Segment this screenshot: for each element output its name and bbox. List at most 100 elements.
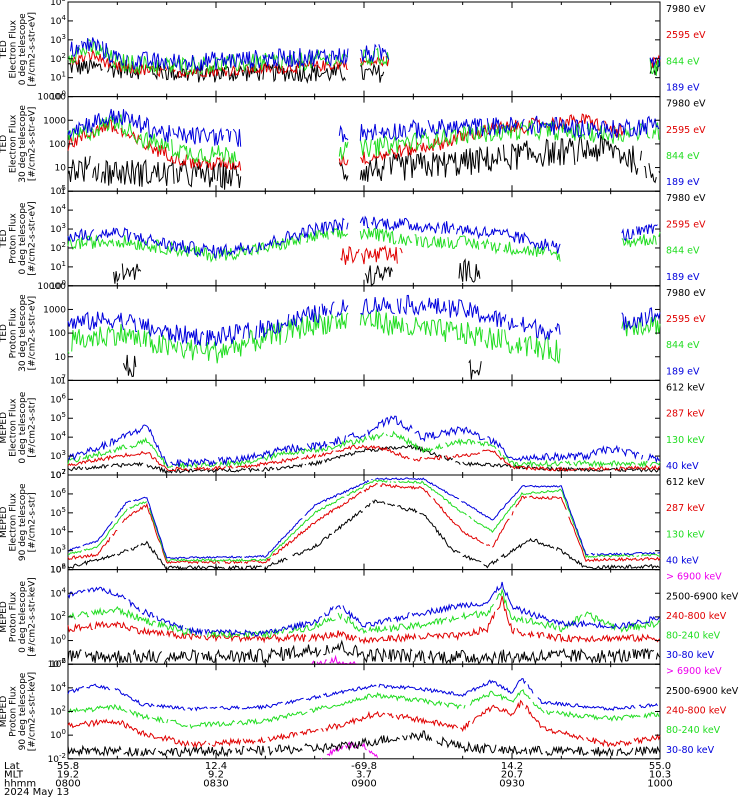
panel-frame-4 (67, 285, 661, 381)
panel-3-ytick-label: 100 (50, 279, 66, 292)
panel-1-ylabel-line: TED (0, 40, 9, 59)
panel-8-ylabel-line: MEPED (0, 696, 9, 728)
panel-7-legend-entry: 2500-6900 keV (666, 591, 739, 602)
panel-6-legend-entry: 612 keV (666, 477, 705, 488)
panel-5-ylabel-line: 0 deg telescope (18, 391, 28, 463)
panel-5-ytick-label: 106 (50, 392, 66, 405)
panel-3-ylabel-line: Proton Flux (9, 213, 19, 264)
panel-5-series-black (67, 444, 661, 474)
panel-8-ytick-label: 102 (50, 705, 66, 718)
footer-lat-value: 55.0 (649, 761, 671, 772)
panel-7-ytick-label: 106 (50, 563, 66, 576)
panel-4-ytick-label: 100 (49, 329, 66, 339)
panel-1-series-blue (70, 37, 661, 72)
panel-1-legend-entry: 2595 eV (666, 30, 706, 41)
panel-6-ylabel: MEPED Electron Flux 90 deg telescope [#/cm2… (0, 483, 38, 561)
panel-8-legend-entry: 80-240 keV (666, 725, 721, 736)
panel-7-legend-entry: 240-800 keV (666, 611, 727, 622)
panel-2-ytick-label: 100 (49, 140, 66, 150)
panel-5-legend-entry: 612 keV (666, 382, 705, 393)
panel-5-legend-entry: 287 keV (666, 409, 705, 420)
panel-2-ytick-label: 1000 (43, 116, 66, 126)
panel-8-legend-entry: > 6900 keV (666, 666, 722, 677)
panel-6-ylabel-line: 90 deg telescope (18, 483, 28, 561)
panel-1-ytick-label: 100 (50, 90, 66, 103)
panel-5-legend-entry: 40 keV (666, 461, 699, 472)
panel-5-series-blue (67, 415, 661, 468)
panel-frame-1 (67, 1, 661, 98)
panel-1-legend-entry: 189 eV (666, 83, 700, 94)
panel-7-series-magenta (310, 654, 358, 666)
panel-8-legend-entry: 240-800 keV (666, 706, 727, 717)
panel-8-ylabel-line: [#/cm2-s-str-keV] (28, 672, 38, 751)
panel-5-legend-entry: 130 keV (666, 435, 705, 446)
footer-row-label: Lat (4, 761, 20, 772)
panel-8-ytick-label: 10-2 (48, 752, 66, 765)
footer-row-label: 2024 May 13 (4, 787, 69, 798)
footer-row-label: hhmm (4, 778, 36, 789)
panel-4-ytick-label: 10 (55, 353, 67, 363)
footer-hhmm-value: 0900 (351, 778, 376, 789)
panel-7-ytick-label: 102 (50, 610, 66, 623)
footer-mlt-value: 9.2 (208, 770, 224, 781)
panel-1-ytick-label: 104 (50, 14, 66, 27)
panel-8-ytick-label: 106 (50, 657, 66, 670)
panel-6-series-black (67, 499, 661, 571)
panel-2-ylabel-line: Electron Flux (9, 114, 19, 173)
panel-5-ytick-label: 107 (50, 373, 66, 386)
panel-2-ylabel-line: [#/cm2-s-str-eV] (28, 107, 38, 182)
panel-2-legend-entry: 844 eV (666, 151, 700, 162)
panel-6-ylabel-line: Electron Flux (9, 492, 19, 551)
panel-4-ytick-label: 1 (60, 376, 66, 386)
panel-7-ylabel: MEPED Proton Flux 0 deg telescope [#/cm2-s-… (0, 577, 38, 656)
panel-8-series-red (67, 699, 661, 749)
panel-1-ylabel-line: [#/cm2-s-str-eV] (28, 12, 38, 87)
panel-2-series-red (67, 113, 625, 171)
panel-4-ylabel-line: 30 deg telescope (18, 294, 28, 372)
panel-6-ytick-label: 106 (50, 487, 66, 500)
panel-2-ylabel-line: TED (0, 135, 9, 154)
panel-3-legend-entry: 7980 eV (666, 193, 706, 204)
panel-1-ytick-label: 101 (50, 71, 66, 84)
panel-8-series-black (67, 730, 661, 758)
panel-5-ylabel-line: Electron Flux (9, 398, 19, 457)
panel-3-legend-entry: 189 eV (666, 272, 700, 283)
panel-2-ylabel: TED Electron Flux 30 deg telescope [#/cm2-s… (0, 105, 38, 183)
panel-6-legend-entry: 287 keV (666, 503, 705, 514)
panel-1-ytick-label: 105 (50, 0, 66, 8)
panel-4-series-black (123, 354, 482, 380)
panel-8-series-blue (68, 679, 660, 711)
panel-2-legend-entry: 189 eV (666, 177, 700, 188)
panel-7-legend-entry: 30-80 keV (666, 650, 715, 661)
panel-4-ytick-label: 1000 (43, 305, 66, 315)
panel-2-ylabel-line: 30 deg telescope (18, 105, 28, 183)
panel-4-legend-entry: 189 eV (666, 366, 700, 377)
panel-3-ylabel-line: [#/cm2-s-str-eV] (28, 201, 38, 276)
panel-3-ytick-label: 105 (50, 184, 66, 197)
panel-7-ytick-label: 10-2 (48, 657, 66, 670)
panel-3-ytick-label: 104 (50, 203, 66, 216)
panel-3-ytick-label: 102 (50, 241, 66, 254)
panel-4-legend-entry: 7980 eV (666, 288, 706, 299)
footer-row-label: MLT (4, 770, 24, 781)
panel-7-legend-entry: 80-240 keV (666, 631, 721, 642)
panel-5-ytick-label: 104 (50, 430, 66, 443)
panel-1-ytick-label: 102 (50, 52, 66, 65)
panel-5-series-red (67, 444, 661, 472)
panel-8-legend-entry: 2500-6900 keV (666, 686, 739, 697)
footer-mlt-value: 10.3 (649, 770, 671, 781)
panel-3-ylabel: TED Proton Flux 0 deg telescope [#/cm2-s-st… (0, 201, 38, 276)
panel-6-series-blue (67, 477, 661, 560)
panel-4-series-green (67, 309, 661, 364)
footer-hhmm-value: 1000 (647, 778, 672, 789)
panel-3-legend-entry: 2595 eV (666, 219, 706, 230)
panel-8-ylabel-line: Proton Flux (9, 686, 19, 737)
footer-mlt-value: 20.7 (501, 770, 523, 781)
footer-hhmm-value: 0800 (55, 778, 80, 789)
panel-3-ylabel-line: 0 deg telescope (18, 202, 28, 274)
panel-3-series-black (113, 258, 481, 288)
panel-frame-3 (67, 190, 661, 287)
footer-lat-value: -69.8 (351, 761, 377, 772)
panel-4-legend-entry: 2595 eV (666, 314, 706, 325)
